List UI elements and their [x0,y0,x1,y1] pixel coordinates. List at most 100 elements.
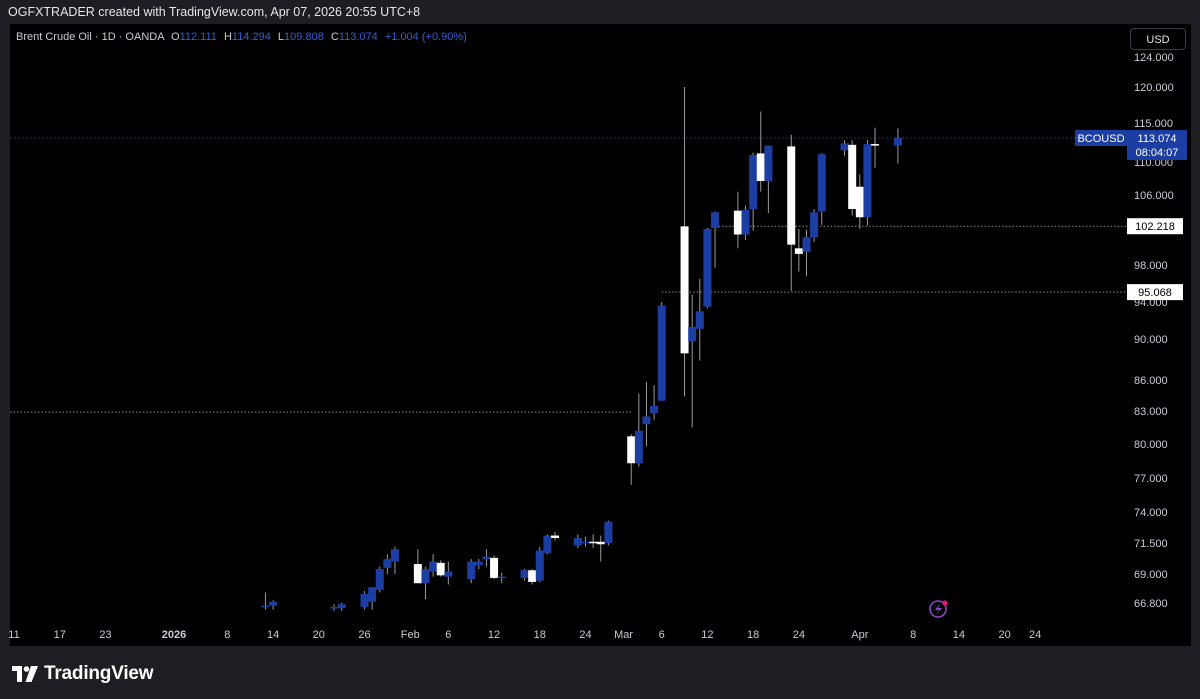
candle [810,209,819,242]
line-price-tag [1127,284,1183,301]
time-tick-label: 14 [953,629,965,641]
candle [573,534,582,548]
footer-bar [0,646,1200,699]
candle [375,566,384,593]
candle-body [330,606,339,609]
chart-pane[interactable] [10,24,1127,621]
candle-body [627,436,636,464]
candle-body [482,556,491,560]
alert-dot [942,600,948,606]
candle-body [436,562,445,576]
candle-body [741,209,750,235]
candle-body [703,228,712,307]
candle [695,278,704,361]
candle-body [787,146,796,245]
candle-body [688,326,697,342]
tradingview-logo[interactable]: TradingView [12,662,154,686]
candle [703,228,712,309]
candle-body [733,210,742,235]
candle [383,554,392,574]
candle-body [848,144,857,210]
candle [551,531,560,541]
ohlc-legend: Brent Crude Oil · 1D · OANDA O112.111 H1… [16,31,467,43]
price-tick-label: 86.000 [1134,375,1168,387]
candle-body [375,569,384,590]
candle-body [581,541,590,544]
line-price-tag [1127,218,1183,235]
price-tick-label: 69.000 [1134,569,1168,581]
brand-name: TradingView [44,663,154,684]
candle-body [604,521,613,543]
candle [589,534,598,548]
candle-body [695,311,704,329]
horizontal-lines [10,137,1127,413]
candle [650,385,659,420]
candle [863,140,872,226]
candle-body [269,601,278,606]
candle [749,152,758,231]
candle-body [589,541,598,544]
candle [330,604,339,611]
legend-open-label: O [171,31,180,43]
time-tick-label: 2026 [162,629,186,641]
candle-body [543,535,552,553]
candle-body [802,237,811,253]
price-scale[interactable] [1127,24,1191,621]
candle-body [596,541,605,545]
time-tick-labels: 11 17 23 2026 8 14 20 26 Feb 6 12 18 24 Mar 6 12 18 24 Apr… [8,629,1041,641]
candle [893,128,902,164]
candle [391,546,399,574]
current-price-tag [1127,130,1187,161]
time-tick-label: 12 [701,629,713,641]
candle-body [535,550,544,581]
candle-body [444,571,453,577]
time-tick-label: Feb [401,629,420,641]
candle [520,569,529,581]
candle [436,560,445,577]
candle-body [391,549,399,562]
price-tick-label: 80.000 [1134,439,1168,451]
candle [733,191,742,249]
candle-body [337,604,346,609]
legend-symbol: Brent Crude Oil · 1D · OANDA [16,31,164,43]
time-tick-label: 17 [54,629,66,641]
price-tick-label: 83.000 [1134,406,1168,418]
price-tick-label: 77.000 [1134,473,1168,485]
candle [855,174,864,229]
time-scale[interactable] [10,621,1191,646]
candle-body [794,248,803,254]
time-tick-label: 11 [8,629,19,641]
candles [261,87,902,611]
price-tick-label: 66.800 [1134,598,1168,610]
symbol-tag [1075,130,1127,147]
time-tick-label: 12 [488,629,500,641]
candle-body [360,593,369,607]
time-tick-label: 6 [445,629,451,641]
candle-body [657,305,666,401]
legend-open-value: 112.111 [179,31,217,43]
candle [535,546,544,582]
candle [429,554,438,577]
alert-indicator[interactable] [929,600,948,618]
symbol-tag-text: BCOUSD [1077,133,1124,145]
price-tick-label: 98.000 [1134,260,1168,272]
candle [474,559,483,570]
candle [368,587,377,610]
candle [444,561,453,585]
price-labels: BCOUSD 113.074 08:04:07 102.218 95.068 [1075,130,1187,301]
candle [581,536,590,547]
candle-body [855,186,864,218]
currency-button[interactable]: USD [1130,28,1186,50]
candle [711,211,720,268]
candle-body [749,154,758,210]
time-tick-label: 26 [358,629,370,641]
candle-body [573,538,582,546]
time-tick-label: 24 [793,629,805,641]
legend-low-label: L [277,31,285,43]
time-tick-label: 24 [579,629,591,641]
time-tick-label: 8 [910,629,916,641]
time-tick-label: 14 [267,629,279,641]
legend-high-value: 114.294 [231,31,271,43]
price-tick-label: 124.000 [1134,52,1174,64]
